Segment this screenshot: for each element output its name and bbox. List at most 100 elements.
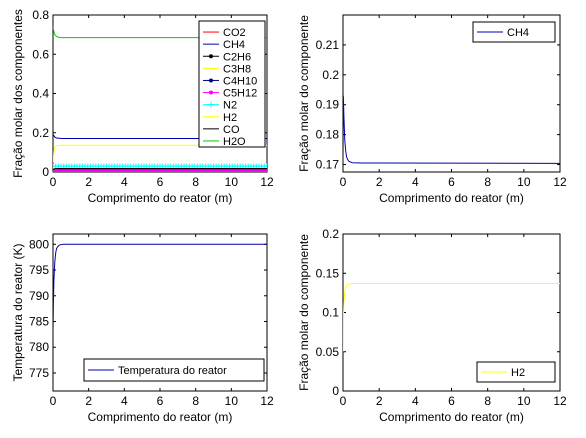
- y-tick-label: 0.18: [316, 128, 340, 142]
- x-tick-label: 4: [412, 394, 419, 408]
- legend-label: Temperatura do reator: [118, 365, 227, 377]
- series-marker: [56, 169, 60, 172]
- series-marker: [107, 169, 111, 172]
- y-tick-label: 0.21: [316, 38, 340, 52]
- series-marker: [254, 169, 258, 172]
- y-tick-label: 785: [29, 315, 49, 329]
- subplot-3: 0 2 4 6 8 10 12 775 780 785 790 795 800 Comprimento d…: [11, 233, 274, 424]
- legend-label: CH4: [507, 27, 529, 39]
- x-axis-label: Comprimento do reator (m): [379, 191, 524, 205]
- series-marker: [230, 169, 234, 172]
- series-marker: [91, 169, 95, 172]
- legend-box: [476, 361, 556, 383]
- series-marker: [219, 169, 224, 172]
- series-marker: [252, 169, 256, 172]
- series-marker: [75, 169, 79, 172]
- series-marker: [147, 169, 151, 172]
- x-tick-label: 2: [85, 175, 92, 189]
- x-tick-label: 8: [192, 394, 199, 408]
- series-marker: [110, 169, 114, 172]
- series-marker: [214, 169, 218, 172]
- x-tick-label: 12: [260, 394, 274, 408]
- series-marker: [88, 169, 93, 172]
- series-marker: [142, 169, 146, 172]
- legend-label: H2O: [223, 136, 246, 148]
- series-marker: [139, 169, 143, 172]
- y-tick-label: 0.05: [316, 345, 340, 359]
- series-marker: [198, 169, 202, 172]
- x-tick-label: 12: [553, 175, 567, 189]
- series-marker: [83, 169, 87, 172]
- y-tick-label: 0.19: [316, 98, 340, 112]
- x-tick-label: 10: [517, 175, 531, 189]
- y-tick-label: 795: [29, 263, 49, 277]
- x-axis-label: Comprimento do reator (m): [379, 410, 524, 424]
- x-tick-label: 12: [553, 394, 567, 408]
- y-tick-label: 0.6: [32, 47, 49, 61]
- series-marker: [238, 169, 242, 172]
- series-marker: [134, 169, 138, 172]
- legend-box: [83, 358, 265, 382]
- series-marker: [158, 169, 162, 172]
- series-marker: [185, 169, 189, 172]
- series-line-h2o: [53, 26, 267, 39]
- x-tick-label: 8: [192, 175, 199, 189]
- legend-label: CO2: [223, 27, 246, 39]
- x-tick-label: 4: [412, 175, 419, 189]
- y-tick-label: 0: [42, 165, 49, 179]
- series-marker: [163, 169, 167, 172]
- series-line-ch4: [343, 95, 560, 164]
- series-marker: [211, 169, 216, 172]
- series-marker: [260, 169, 264, 172]
- x-tick-label: 2: [376, 394, 383, 408]
- legend-label: CO: [223, 124, 240, 136]
- series-marker: [209, 169, 213, 172]
- plot-area: [53, 26, 267, 172]
- x-tick-label: 2: [85, 394, 92, 408]
- x-tick-label: 4: [121, 394, 128, 408]
- y-tick-label: 0.15: [316, 266, 340, 280]
- series-marker: [131, 169, 135, 172]
- legend: Temperatura do reator: [83, 358, 265, 382]
- x-tick-label: 6: [448, 394, 455, 408]
- series-marker: [96, 169, 101, 172]
- legend-box: [198, 20, 266, 148]
- legend-marker: [209, 54, 213, 59]
- y-tick-label: 0.17: [316, 158, 340, 172]
- legend-marker: [209, 78, 213, 83]
- y-tick-label: 800: [29, 237, 49, 251]
- x-tick-label: 8: [484, 175, 491, 189]
- y-tick-label: 0: [332, 384, 339, 398]
- series-line-h2: [343, 282, 560, 352]
- series-marker: [190, 169, 194, 172]
- series-marker: [54, 169, 58, 172]
- series-line-h2: [53, 144, 267, 163]
- legend-box: [472, 21, 556, 43]
- series-marker: [78, 169, 82, 172]
- series-marker: [67, 169, 71, 172]
- series-marker: [203, 169, 208, 172]
- legend-label: C5H12: [223, 88, 257, 100]
- y-tick-label: 775: [29, 366, 49, 380]
- series-marker: [99, 169, 103, 172]
- x-tick-label: 2: [376, 175, 383, 189]
- series-marker: [244, 169, 248, 172]
- subplot-2: 0 2 4 6 8 10 12 0.17 0.18 0.19 0.2 0.21 Comprimento …: [297, 14, 567, 205]
- series-line-ch4: [53, 133, 267, 140]
- y-tick-label: 0.2: [32, 126, 49, 140]
- legend-label: H2: [511, 367, 525, 379]
- series-marker: [145, 169, 149, 172]
- series-marker: [257, 169, 261, 172]
- series-marker: [118, 169, 122, 172]
- x-tick-label: 0: [340, 175, 347, 189]
- series-marker: [182, 169, 186, 172]
- x-axis-label: Comprimento do reator (m): [88, 191, 233, 205]
- series-marker: [70, 169, 74, 172]
- legend-label: CH4: [223, 39, 245, 51]
- x-tick-label: 10: [517, 394, 531, 408]
- x-tick-label: 8: [484, 394, 491, 408]
- legend: H2: [476, 361, 556, 383]
- series-marker: [80, 169, 85, 172]
- series-marker: [150, 169, 154, 172]
- y-tick-label: 0.4: [32, 87, 49, 101]
